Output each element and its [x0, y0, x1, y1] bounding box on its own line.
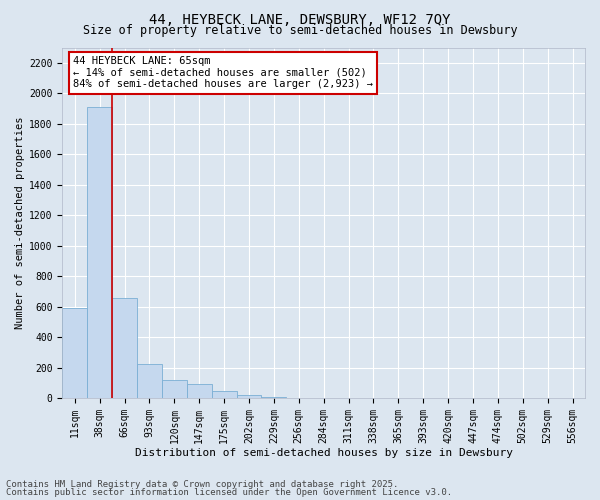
Text: Size of property relative to semi-detached houses in Dewsbury: Size of property relative to semi-detach…	[83, 24, 517, 37]
Bar	[62, 308, 87, 398]
Bar	[137, 364, 162, 398]
Bar	[87, 107, 112, 399]
Bar	[262, 397, 286, 398]
Bar	[187, 384, 212, 398]
Text: 44 HEYBECK LANE: 65sqm
← 14% of semi-detached houses are smaller (502)
84% of se: 44 HEYBECK LANE: 65sqm ← 14% of semi-det…	[73, 56, 373, 90]
Text: Contains HM Land Registry data © Crown copyright and database right 2025.: Contains HM Land Registry data © Crown c…	[6, 480, 398, 489]
Bar	[112, 298, 137, 398]
Bar	[162, 380, 187, 398]
Bar	[212, 390, 236, 398]
Text: Contains public sector information licensed under the Open Government Licence v3: Contains public sector information licen…	[6, 488, 452, 497]
X-axis label: Distribution of semi-detached houses by size in Dewsbury: Distribution of semi-detached houses by …	[134, 448, 512, 458]
Bar	[236, 394, 262, 398]
Text: 44, HEYBECK LANE, DEWSBURY, WF12 7QY: 44, HEYBECK LANE, DEWSBURY, WF12 7QY	[149, 12, 451, 26]
Y-axis label: Number of semi-detached properties: Number of semi-detached properties	[15, 116, 25, 329]
